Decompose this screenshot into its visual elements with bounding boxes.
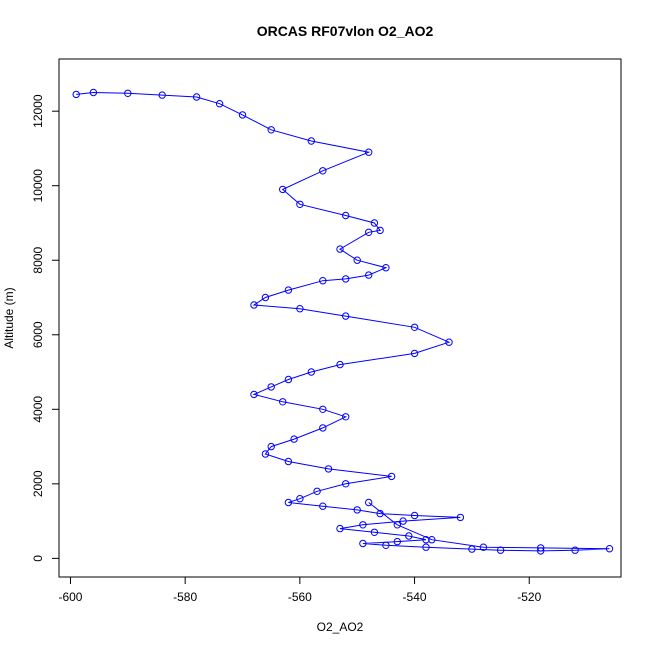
data-point (365, 148, 373, 156)
x-tick-label: -600 (58, 590, 82, 604)
data-point (319, 502, 327, 510)
data-point (261, 293, 270, 302)
data-point (267, 442, 275, 451)
data-point (342, 211, 350, 220)
data-point (296, 305, 304, 313)
data-point (238, 111, 247, 119)
data-point (336, 360, 344, 369)
y-tick-label: 8000 (31, 247, 45, 274)
data-point (387, 472, 396, 481)
data-point (124, 89, 132, 98)
data-point (353, 256, 361, 264)
data-point (399, 517, 407, 525)
data-point (192, 93, 201, 101)
data-point (359, 521, 367, 529)
data-point (250, 390, 258, 399)
data-point (284, 457, 293, 466)
plot-area (58, 58, 622, 578)
data-point (342, 480, 350, 488)
data-point (319, 167, 327, 175)
data-point (336, 524, 344, 533)
y-tick-label: 4000 (31, 396, 45, 423)
data-point (324, 465, 333, 473)
data-point (365, 228, 373, 237)
data-point (496, 546, 505, 554)
x-tick-label: -580 (173, 590, 197, 604)
data-point (359, 539, 367, 548)
data-point (376, 509, 384, 518)
y-tick-label: 10000 (31, 169, 45, 203)
data-point (537, 547, 545, 555)
y-tick-label: 6000 (31, 321, 45, 348)
chart-title: ORCAS RF07vlon O2_AO2 (257, 23, 434, 39)
data-point (215, 100, 224, 108)
y-axis: 0 2000 4000 6000 8000 10000 12000 (31, 94, 60, 562)
data-point (342, 275, 350, 283)
data-point (319, 424, 327, 432)
data-point (319, 405, 327, 413)
y-tick-label: 12000 (31, 94, 45, 128)
data-point (365, 271, 373, 279)
x-tick-label: -560 (288, 590, 312, 604)
data-point (370, 219, 379, 227)
data-point (422, 536, 430, 544)
data-point (468, 545, 476, 553)
data-point (342, 413, 350, 421)
data-point (279, 398, 287, 406)
data-point (284, 498, 293, 507)
data-point (445, 338, 453, 346)
x-axis-label: O2_AO2 (317, 620, 364, 634)
data-point (456, 513, 465, 522)
data-point (336, 245, 344, 253)
x-axis: -600 -580 -560 -540 -520 (58, 576, 542, 604)
x-tick-label: -540 (403, 590, 427, 604)
data-point (365, 498, 373, 507)
data-point (422, 543, 430, 551)
data-point (284, 375, 293, 384)
data-point (410, 511, 419, 520)
data-point (72, 90, 80, 99)
data-point (376, 226, 384, 235)
data-point (410, 349, 419, 358)
data-point (382, 264, 390, 272)
data-point (267, 126, 275, 134)
data-point (313, 487, 321, 495)
data-point (261, 450, 270, 458)
data-point (307, 137, 315, 145)
data-point (290, 435, 298, 443)
data-point (571, 546, 579, 554)
data-point (370, 528, 379, 536)
data-point (353, 506, 361, 514)
data-point (410, 323, 419, 331)
y-tick-label: 0 (31, 555, 45, 562)
y-tick-label: 2000 (31, 470, 45, 497)
data-point (479, 543, 488, 551)
data-point (158, 91, 166, 99)
data-point (296, 495, 304, 503)
data-point (393, 521, 401, 529)
data-point (307, 368, 315, 376)
data-point (319, 277, 327, 285)
data-point (382, 541, 390, 549)
data-point (296, 200, 304, 209)
data-point (428, 536, 436, 544)
data-point (537, 544, 545, 552)
data-point (393, 537, 401, 546)
y-axis-label: Altitude (m) (2, 287, 16, 348)
x-tick-label: -520 (517, 590, 541, 604)
data-point (250, 301, 258, 309)
data-point (284, 286, 293, 294)
data-point (89, 88, 98, 97)
series-layer (72, 88, 614, 555)
data-point (267, 383, 275, 391)
data-point (605, 545, 614, 553)
data-point (405, 532, 413, 540)
data-point (279, 185, 287, 194)
data-point (342, 312, 350, 320)
series-line (76, 91, 610, 552)
